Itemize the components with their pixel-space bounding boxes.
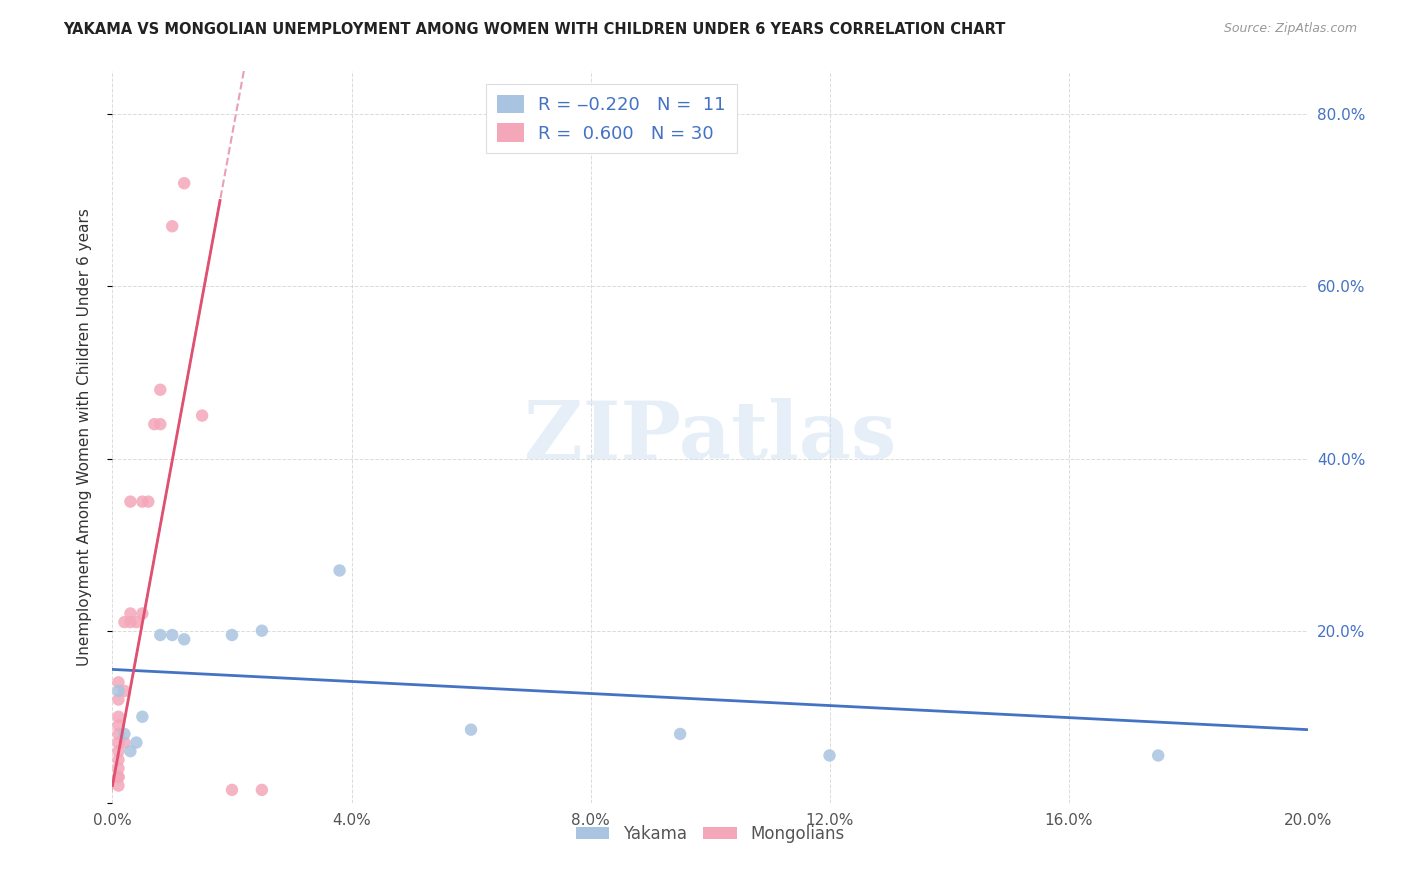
Point bbox=[162, 219, 183, 234]
Point bbox=[221, 628, 243, 642]
Point bbox=[120, 744, 142, 758]
Point bbox=[107, 710, 129, 724]
Point bbox=[143, 417, 166, 432]
Point bbox=[114, 684, 135, 698]
Point bbox=[107, 718, 129, 732]
Point bbox=[131, 494, 153, 508]
Point bbox=[818, 748, 841, 763]
Point bbox=[125, 735, 148, 749]
Point bbox=[329, 564, 352, 578]
Point bbox=[162, 628, 183, 642]
Point bbox=[149, 417, 172, 432]
Point bbox=[120, 607, 142, 621]
Point bbox=[114, 727, 135, 741]
Point bbox=[173, 632, 195, 647]
Point bbox=[107, 735, 129, 749]
Point bbox=[149, 628, 172, 642]
Point bbox=[107, 770, 129, 784]
Point bbox=[138, 494, 160, 508]
Point bbox=[107, 770, 129, 784]
Text: Source: ZipAtlas.com: Source: ZipAtlas.com bbox=[1223, 22, 1357, 36]
Point bbox=[191, 409, 214, 423]
Point bbox=[125, 615, 148, 629]
Point bbox=[107, 779, 129, 793]
Point bbox=[114, 735, 135, 749]
Legend: Yakama, Mongolians: Yakama, Mongolians bbox=[569, 818, 851, 849]
Point bbox=[173, 176, 195, 190]
Point bbox=[107, 692, 129, 706]
Point bbox=[107, 761, 129, 775]
Point bbox=[669, 727, 692, 741]
Point bbox=[107, 744, 129, 758]
Point bbox=[114, 615, 135, 629]
Point bbox=[149, 383, 172, 397]
Text: YAKAMA VS MONGOLIAN UNEMPLOYMENT AMONG WOMEN WITH CHILDREN UNDER 6 YEARS CORRELA: YAKAMA VS MONGOLIAN UNEMPLOYMENT AMONG W… bbox=[63, 22, 1005, 37]
Point bbox=[107, 753, 129, 767]
Point bbox=[107, 684, 129, 698]
Point bbox=[131, 607, 153, 621]
Point bbox=[1147, 748, 1170, 763]
Point bbox=[107, 675, 129, 690]
Point bbox=[107, 727, 129, 741]
Point bbox=[120, 615, 142, 629]
Point bbox=[250, 624, 273, 638]
Y-axis label: Unemployment Among Women with Children Under 6 years: Unemployment Among Women with Children U… bbox=[77, 208, 91, 666]
Point bbox=[250, 783, 273, 797]
Point bbox=[120, 494, 142, 508]
Point bbox=[221, 783, 243, 797]
Point bbox=[460, 723, 482, 737]
Text: ZIPatlas: ZIPatlas bbox=[524, 398, 896, 476]
Point bbox=[131, 710, 153, 724]
